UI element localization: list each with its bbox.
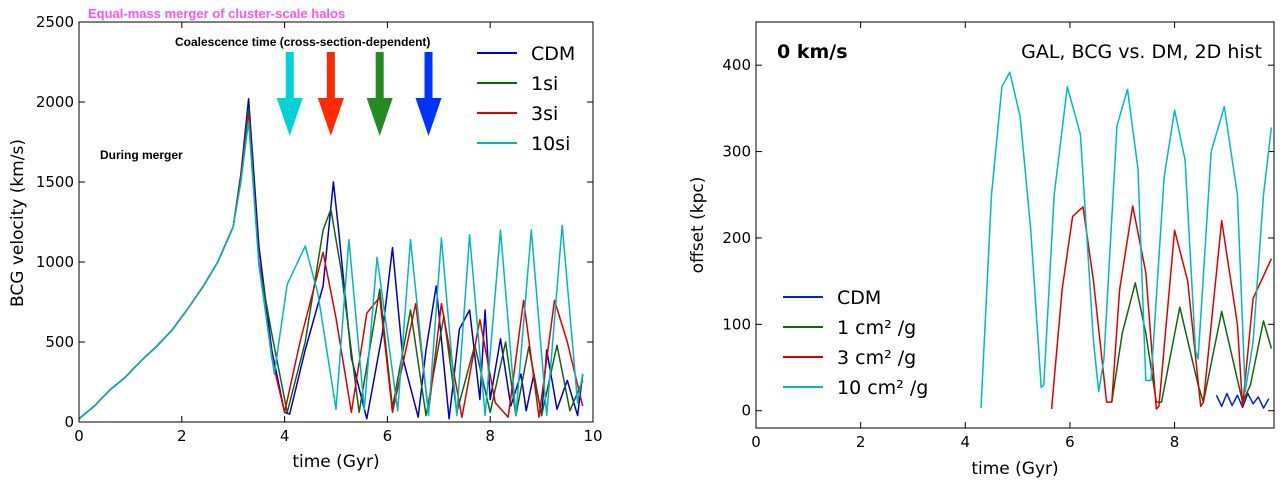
right-chart-panel: 0 km/s GAL, BCG vs. DM, 2D hist time (Gy…	[688, 21, 1275, 479]
legend-label-3-cm-g: 3 cm² /g	[837, 347, 916, 369]
series-line-cdm	[1215, 392, 1270, 409]
y-tick-label: 2500	[36, 13, 74, 31]
coalescence-arrows	[276, 52, 442, 136]
series-line-cdm	[78, 98, 584, 420]
y-tick-label: 2000	[36, 93, 74, 111]
x-tick-label: 4	[961, 433, 971, 451]
x-tick-label: 8	[485, 427, 495, 445]
coalescence-arrow-head	[276, 98, 303, 136]
y-tick-label: 500	[45, 333, 74, 351]
legend-label-cdm: CDM	[837, 287, 881, 309]
right-legend: CDM 1 cm² /g 3 cm² /g 10 cm² /g	[783, 287, 928, 399]
coalescence-arrow-head	[366, 98, 393, 136]
right-plot-area	[980, 71, 1273, 410]
right-corner-label: 0 km/s	[777, 41, 848, 63]
y-tick-label: 0	[64, 413, 74, 431]
left-plot-area	[78, 98, 584, 420]
y-tick-label: 400	[722, 56, 751, 74]
left-chart-title: Equal-mass merger of cluster-scale halos	[88, 6, 345, 21]
x-tick-label: 0	[751, 433, 761, 451]
legend-label-10-cm-g: 10 cm² /g	[837, 377, 928, 399]
coalescence-arrow-shaft	[424, 52, 433, 100]
x-tick-label: 6	[1065, 433, 1075, 451]
right-chart-title: GAL, BCG vs. DM, 2D hist	[1021, 41, 1262, 63]
coalescence-arrow-shaft	[326, 52, 335, 100]
legend-label-10si: 10si	[531, 133, 570, 155]
y-tick-label: 1500	[36, 173, 74, 191]
legend-label-1-cm-g: 1 cm² /g	[837, 317, 916, 339]
y-tick-label: 300	[722, 143, 751, 161]
coalescence-arrow-head	[415, 98, 442, 136]
series-line-10si	[78, 120, 584, 420]
coalescence-arrow-shaft	[285, 52, 294, 100]
coalescence-arrow-head	[317, 98, 344, 136]
left-chart-panel: Equal-mass merger of cluster-scale halos…	[8, 6, 603, 472]
x-tick-label: 8	[1170, 433, 1180, 451]
y-tick-label: 1000	[36, 253, 74, 271]
x-tick-label: 2	[856, 433, 866, 451]
x-tick-label: 0	[74, 427, 84, 445]
left-annotation-coalescence: Coalescence time (cross-section-dependen…	[175, 35, 430, 49]
left-annotation-during: During merger	[100, 148, 183, 162]
y-tick-label: 100	[722, 315, 751, 333]
left-x-axis-label: time (Gyr)	[292, 452, 379, 472]
right-x-axis-label: time (Gyr)	[971, 459, 1058, 479]
x-tick-label: 2	[177, 427, 187, 445]
series-line-10-cm-g	[980, 71, 1273, 409]
left-axes-frame	[78, 21, 594, 423]
legend-label-3si: 3si	[531, 103, 558, 125]
y-tick-label: 200	[722, 229, 751, 247]
legend-label-1si: 1si	[531, 73, 558, 95]
y-tick-label: 0	[741, 402, 751, 420]
x-tick-label: 4	[280, 427, 290, 445]
right-axes-frame	[755, 21, 1275, 429]
x-tick-label: 6	[383, 427, 393, 445]
coalescence-arrow-shaft	[375, 52, 384, 100]
left-y-axis-label: BCG velocity (km/s)	[8, 139, 28, 307]
x-tick-label: 10	[583, 427, 602, 445]
series-line-1-cm-g	[1111, 282, 1273, 403]
right-axis-ticks: 0 2 4 6 8 0 100 200 300 400	[722, 22, 1274, 451]
right-y-axis-label: offset (kpc)	[688, 177, 708, 274]
left-legend: CDM 1si 3si 10si	[477, 43, 575, 155]
legend-label-cdm: CDM	[531, 43, 575, 65]
